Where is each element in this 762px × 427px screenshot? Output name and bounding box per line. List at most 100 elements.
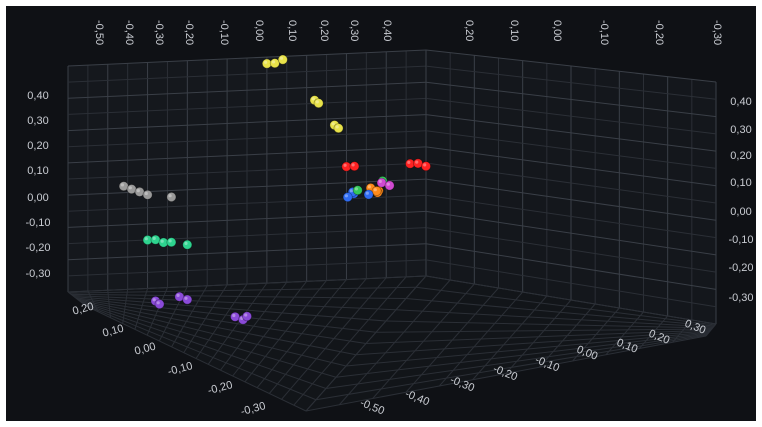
grid-line: [67, 227, 427, 245]
chart-viewport[interactable]: -0,50 -0,40 -0,30 -0,20 -0,10 0,00 0,10 0,20 0,3…: [6, 6, 756, 421]
data-point-highlight: [232, 313, 236, 318]
grid-line: [70, 293, 407, 299]
data-point-highlight: [176, 293, 180, 297]
x-tick-top-label: 0,20: [318, 20, 330, 41]
data-point-highlight: [349, 189, 353, 193]
grid-line: [325, 333, 708, 389]
y-tick-right-label: -0,20: [728, 262, 753, 274]
z-tick-left-label: 0,00: [133, 341, 157, 358]
grid-line: [385, 320, 713, 329]
grid-line: [72, 295, 397, 311]
data-point-highlight: [152, 236, 156, 240]
data-point-highlight: [240, 316, 244, 320]
grid-line: [425, 259, 717, 308]
grid-layer: [67, 49, 717, 412]
data-point-highlight: [386, 182, 390, 186]
z-tick-top-label: -0,20: [653, 20, 665, 45]
data-point-highlight: [344, 194, 348, 198]
y-tick-left-label: 0,40: [27, 90, 48, 102]
floor-plane: [68, 276, 716, 411]
grid-line: [395, 309, 714, 328]
grid-line: [79, 300, 347, 367]
y-tick-right-label: -0,10: [728, 234, 753, 246]
grid-line: [78, 299, 357, 356]
grid-line: [315, 334, 707, 401]
grid-line: [67, 146, 427, 164]
grid-line: [67, 130, 427, 148]
data-point-highlight: [367, 185, 371, 189]
grid-line: [345, 331, 710, 367]
y-tick-left-label: -0,20: [25, 242, 50, 254]
tick-labels: -0,50 -0,40 -0,30 -0,20 -0,10 0,00 0,10 0,20 0,3…: [25, 20, 753, 418]
grid-line: [85, 305, 307, 412]
y-tick-right-label: 0,40: [730, 96, 751, 108]
data-point-highlight: [144, 237, 148, 241]
data-point-highlight: [244, 313, 248, 317]
data-point: [166, 237, 177, 248]
data-point-highlight: [311, 97, 315, 101]
data-point-highlight: [335, 125, 339, 129]
data-point: [349, 161, 360, 172]
data-point-highlight: [351, 163, 355, 167]
data-point-highlight: [343, 163, 347, 167]
grid-line: [425, 162, 717, 204]
data-point: [371, 185, 382, 196]
x-tick-bottom-label: -0,50: [358, 397, 386, 418]
grid-line: [67, 275, 427, 293]
grid-line: [425, 210, 717, 256]
x-tick-top-label: 0,00: [253, 20, 265, 41]
grid-line: [425, 65, 717, 100]
z-tick-left-label: 0,20: [71, 301, 95, 318]
data-point-highlight: [160, 239, 164, 243]
y-tick-left-label: 0,30: [27, 115, 48, 127]
grid-line: [67, 259, 427, 277]
data-point: [363, 189, 374, 200]
data-point-highlight: [184, 296, 188, 300]
x-tick-top-label: -0,50: [93, 20, 105, 45]
grid-line: [425, 194, 717, 239]
grid-line: [75, 297, 377, 333]
data-point-highlight: [144, 191, 148, 196]
grid-line: [67, 210, 427, 228]
data-point: [269, 58, 280, 69]
grid-line: [425, 178, 717, 221]
data-point-highlight: [365, 191, 369, 195]
data-point-highlight: [264, 60, 268, 64]
data-point-highlight: [271, 60, 276, 64]
x-tick-bottom-label: -0,40: [403, 388, 431, 409]
grid-line: [355, 330, 711, 356]
z-tick-left-label: 0,10: [101, 323, 125, 340]
y-tick-left-label: -0,10: [25, 217, 50, 229]
z-tick-top-label: -0,10: [598, 20, 610, 45]
x-tick-top-label: 0,40: [381, 20, 393, 41]
grid-line: [365, 329, 712, 344]
data-point-highlight: [378, 179, 382, 183]
y-tick-right-label: 0,20: [730, 150, 751, 162]
data-point-highlight: [423, 163, 427, 167]
y-tick-right-label: 0,10: [730, 177, 751, 189]
y-tick-left-label: 0,00: [27, 192, 48, 204]
y-tick-left-label: -0,30: [25, 268, 50, 280]
grid-line: [425, 275, 717, 325]
scatter-3d-plot[interactable]: -0,50 -0,40 -0,30 -0,20 -0,10 0,00 0,10 0,20 0,3…: [6, 6, 756, 421]
grid-line: [84, 304, 317, 401]
grid-line: [425, 97, 717, 135]
x-tick-top-label: 0,30: [348, 20, 360, 41]
grid-line: [67, 65, 427, 83]
y-tick-right-label: 0,30: [730, 124, 751, 136]
data-point-highlight: [152, 298, 156, 302]
data-point-highlight: [184, 241, 188, 245]
x-tick-top-label: -0,10: [218, 20, 230, 45]
data-point-highlight: [120, 183, 124, 187]
data-point: [333, 123, 344, 134]
grid-line: [67, 243, 427, 261]
data-point: [154, 299, 165, 310]
z-tick-left-label: -0,30: [240, 400, 267, 418]
grid-line: [425, 227, 717, 273]
data-point: [182, 294, 193, 305]
data-point: [384, 180, 395, 191]
data-point-highlight: [168, 194, 172, 198]
data-point: [420, 161, 431, 172]
data-point-highlight: [168, 239, 172, 243]
grid-line: [425, 243, 717, 290]
